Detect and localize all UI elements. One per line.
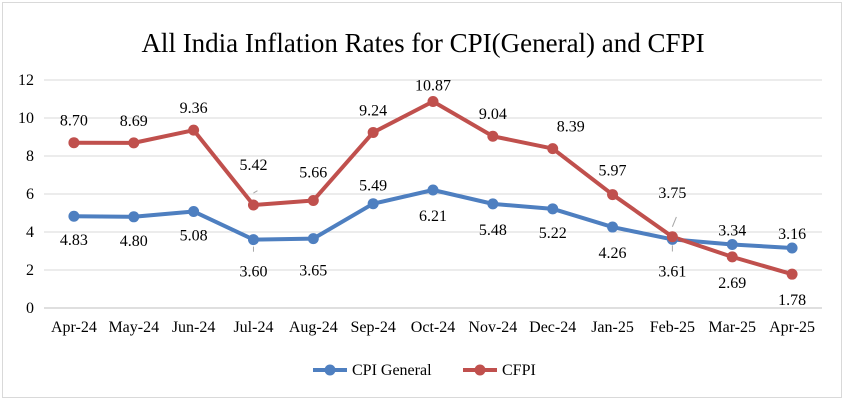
data-point-cpi-general xyxy=(68,210,80,222)
gridlines xyxy=(44,79,822,309)
x-tick-label: Aug-24 xyxy=(289,319,338,336)
data-label-cpi-general: 3.60 xyxy=(239,264,267,281)
data-label-cfpi: 8.39 xyxy=(557,119,585,136)
data-point-cpi-general xyxy=(188,205,200,217)
data-label-cfpi: 2.69 xyxy=(718,275,746,292)
data-label-cpi-general: 4.26 xyxy=(599,245,627,262)
data-point-cfpi xyxy=(307,194,319,206)
data-point-cfpi xyxy=(726,251,738,263)
legend-marker-cfpi xyxy=(474,364,486,376)
data-label-cpi-general: 3.65 xyxy=(299,263,327,280)
label-leader-line xyxy=(253,190,258,194)
data-label-cpi-general: 3.34 xyxy=(718,223,746,240)
x-tick-label: Dec-24 xyxy=(529,319,576,336)
data-point-cfpi xyxy=(786,268,798,280)
data-label-cfpi: 9.36 xyxy=(180,100,208,117)
data-point-cpi-general xyxy=(427,184,439,196)
data-point-cfpi xyxy=(68,137,80,149)
y-tick-label: 6 xyxy=(26,186,34,203)
data-point-cfpi xyxy=(367,126,379,138)
data-point-cfpi xyxy=(607,189,619,201)
y-tick-label: 12 xyxy=(18,72,34,89)
y-axis: 0 2 4 6 8 10 12 xyxy=(18,72,34,317)
data-point-cpi-general xyxy=(726,239,738,251)
data-point-cfpi xyxy=(247,199,259,211)
data-label-cfpi: 8.70 xyxy=(60,113,88,130)
data-label-cpi-general: 6.21 xyxy=(419,208,447,225)
x-tick-label: Apr-24 xyxy=(51,319,97,336)
series-layer xyxy=(68,95,798,280)
x-tick-label: Jul-24 xyxy=(233,319,273,336)
data-point-cfpi xyxy=(427,95,439,107)
data-point-cpi-general xyxy=(128,211,140,223)
data-point-cpi-general xyxy=(307,233,319,245)
data-point-cfpi xyxy=(666,231,678,243)
y-tick-label: 4 xyxy=(26,224,34,241)
data-label-cfpi: 9.04 xyxy=(479,106,507,123)
data-label-cfpi: 5.66 xyxy=(299,164,327,181)
data-label-cfpi: 9.24 xyxy=(359,102,387,119)
legend-marker-cpi-general xyxy=(324,364,336,376)
chart-title: All India Inflation Rates for CPI(Genera… xyxy=(141,28,704,58)
data-label-cfpi: 1.78 xyxy=(778,292,806,309)
data-label-cfpi: 3.75 xyxy=(658,185,686,202)
x-tick-label: Jan-25 xyxy=(591,319,634,336)
x-tick-label: Mar-25 xyxy=(708,319,756,336)
data-label-cpi-general: 3.16 xyxy=(778,226,806,243)
x-tick-label: Apr-25 xyxy=(769,319,815,336)
legend-label-cpi-general: CPI General xyxy=(352,362,432,379)
y-tick-label: 10 xyxy=(18,110,34,127)
x-tick-label: Sep-24 xyxy=(350,319,395,336)
chart-frame xyxy=(2,2,842,398)
x-tick-label: May-24 xyxy=(108,319,159,336)
data-point-cfpi xyxy=(487,130,499,142)
data-labels: 4.83 4.80 5.08 3.60 3.65 5.49 6.21 5.48 5.22 4.26… xyxy=(60,77,806,309)
data-label-cfpi: 10.87 xyxy=(415,77,451,94)
x-tick-label: Jun-24 xyxy=(172,319,216,336)
data-label-cpi-general: 3.61 xyxy=(658,263,686,280)
data-point-cpi-general xyxy=(607,221,619,233)
data-point-cpi-general xyxy=(367,198,379,210)
legend-label-cfpi: CFPI xyxy=(502,362,536,379)
data-point-cfpi xyxy=(128,137,140,149)
data-label-cpi-general: 5.22 xyxy=(539,225,567,242)
data-point-cpi-general xyxy=(547,203,559,215)
y-tick-label: 0 xyxy=(26,300,34,317)
data-label-cfpi: 5.97 xyxy=(599,163,627,180)
data-point-cpi-general xyxy=(247,234,259,246)
y-tick-label: 8 xyxy=(26,148,34,165)
data-point-cfpi xyxy=(188,124,200,136)
label-leader-line xyxy=(671,216,677,227)
legend: CPI General CFPI xyxy=(313,362,536,379)
x-axis: Apr-24 May-24 Jun-24 Jul-24 Aug-24 Sep-24 Oct-… xyxy=(51,319,815,336)
data-point-cpi-general xyxy=(487,198,499,210)
data-label-cfpi: 8.69 xyxy=(120,113,148,130)
data-label-cpi-general: 5.49 xyxy=(359,178,387,195)
data-label-cpi-general: 5.48 xyxy=(479,222,507,239)
y-tick-label: 2 xyxy=(26,262,34,279)
x-tick-label: Nov-24 xyxy=(468,319,517,336)
data-label-cpi-general: 5.08 xyxy=(180,227,208,244)
data-label-cpi-general: 4.83 xyxy=(60,232,88,249)
data-point-cpi-general xyxy=(786,242,798,254)
x-tick-label: Feb-25 xyxy=(650,319,695,336)
data-label-cpi-general: 4.80 xyxy=(120,233,148,250)
data-label-cfpi: 5.42 xyxy=(239,157,267,174)
data-point-cfpi xyxy=(547,143,559,155)
x-tick-label: Oct-24 xyxy=(411,319,455,336)
